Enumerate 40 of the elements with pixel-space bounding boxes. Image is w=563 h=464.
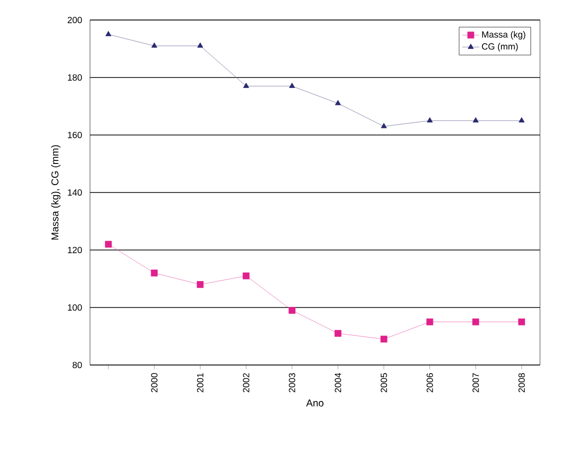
x-tick-label: 2006	[426, 373, 433, 392]
point	[197, 42, 204, 48]
x-tick-label: 2005	[380, 373, 388, 392]
point	[472, 318, 480, 326]
y-tick-label: 160	[68, 132, 82, 138]
point	[334, 330, 342, 337]
point	[518, 117, 525, 122]
x-tick-label: 2000	[151, 373, 158, 392]
x-tick-label: 2008	[518, 373, 525, 392]
x-tick-label: 2003	[288, 373, 296, 392]
point	[289, 82, 295, 88]
x-tick-label: 2004	[334, 373, 342, 392]
x-tick-label: 2002	[242, 373, 250, 392]
point	[426, 117, 433, 122]
x-tick-label: 2001	[197, 373, 204, 392]
point	[472, 117, 479, 122]
y-tick-label: 140	[68, 189, 82, 196]
y-tick-label: 100	[68, 304, 82, 311]
point	[150, 270, 158, 276]
x-tick-label: 2007	[472, 373, 479, 392]
legend-label: Massa (kg)	[482, 31, 526, 40]
point	[380, 336, 388, 343]
point	[151, 42, 158, 48]
point	[334, 100, 341, 106]
y-tick-label: 200	[68, 16, 82, 24]
point	[104, 240, 112, 248]
x-axis-title: Ano	[306, 400, 324, 407]
point	[518, 318, 526, 326]
point	[105, 30, 112, 36]
point	[380, 122, 387, 128]
point	[243, 82, 250, 88]
point	[288, 306, 296, 314]
y-tick-label: 180	[68, 74, 82, 81]
y-tick-label: 120	[68, 246, 82, 254]
point	[242, 272, 250, 280]
point	[196, 281, 204, 288]
y-axis-title: Massa (kg), CG (mm)	[51, 145, 60, 240]
point	[426, 318, 434, 326]
y-tick-label: 80	[72, 362, 82, 368]
legend-label: CG (mm)	[482, 43, 518, 52]
